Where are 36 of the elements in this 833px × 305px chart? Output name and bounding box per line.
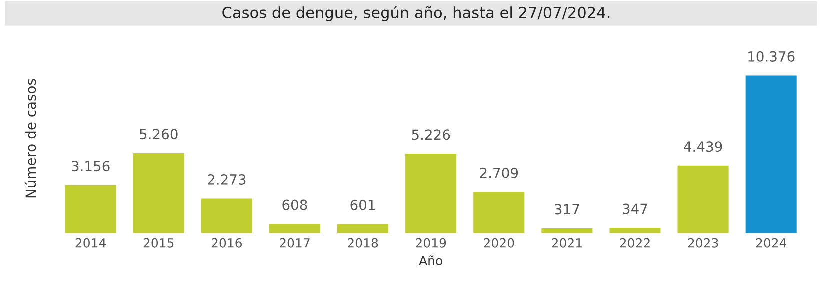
x-tick-label: 2019 [416, 238, 446, 248]
data-label: 608 [282, 200, 308, 210]
x-tick-label: 2024 [756, 238, 787, 248]
bar [338, 224, 389, 234]
x-tick-label: 2017 [280, 238, 310, 248]
x-axis-title: Año [419, 256, 442, 266]
x-tick-label: 2023 [688, 238, 718, 248]
bar [746, 76, 797, 234]
chart-title: Casos de dengue, según año, hasta el 27/07/2024. [222, 6, 610, 22]
data-label: 601 [350, 200, 375, 210]
y-axis-title: Número de casos [24, 79, 36, 198]
bar [201, 198, 252, 234]
x-tick-label: 2022 [620, 238, 650, 248]
data-label: 2.709 [480, 168, 518, 178]
bar [269, 224, 320, 234]
bar [610, 228, 661, 234]
bar [65, 185, 116, 234]
data-label: 347 [623, 204, 648, 214]
bar [542, 228, 593, 234]
data-label: 5.226 [412, 130, 450, 140]
x-tick-label: 2018 [348, 238, 378, 248]
x-tick-label: 2016 [212, 238, 242, 248]
data-label: 10.376 [748, 51, 795, 62]
data-label: 5.260 [140, 129, 178, 140]
data-label: 2.273 [208, 174, 246, 185]
x-tick-label: 2014 [76, 238, 106, 248]
bar [678, 166, 729, 234]
x-tick-label: 2020 [484, 238, 514, 248]
x-tick-label: 2015 [144, 238, 174, 248]
data-label: 317 [554, 204, 580, 215]
x-tick-label: 2021 [552, 238, 582, 248]
data-label: 3.156 [72, 161, 110, 172]
bar [474, 192, 525, 234]
bar [133, 153, 184, 234]
bar [406, 154, 457, 234]
data-label: 4.439 [684, 142, 722, 152]
